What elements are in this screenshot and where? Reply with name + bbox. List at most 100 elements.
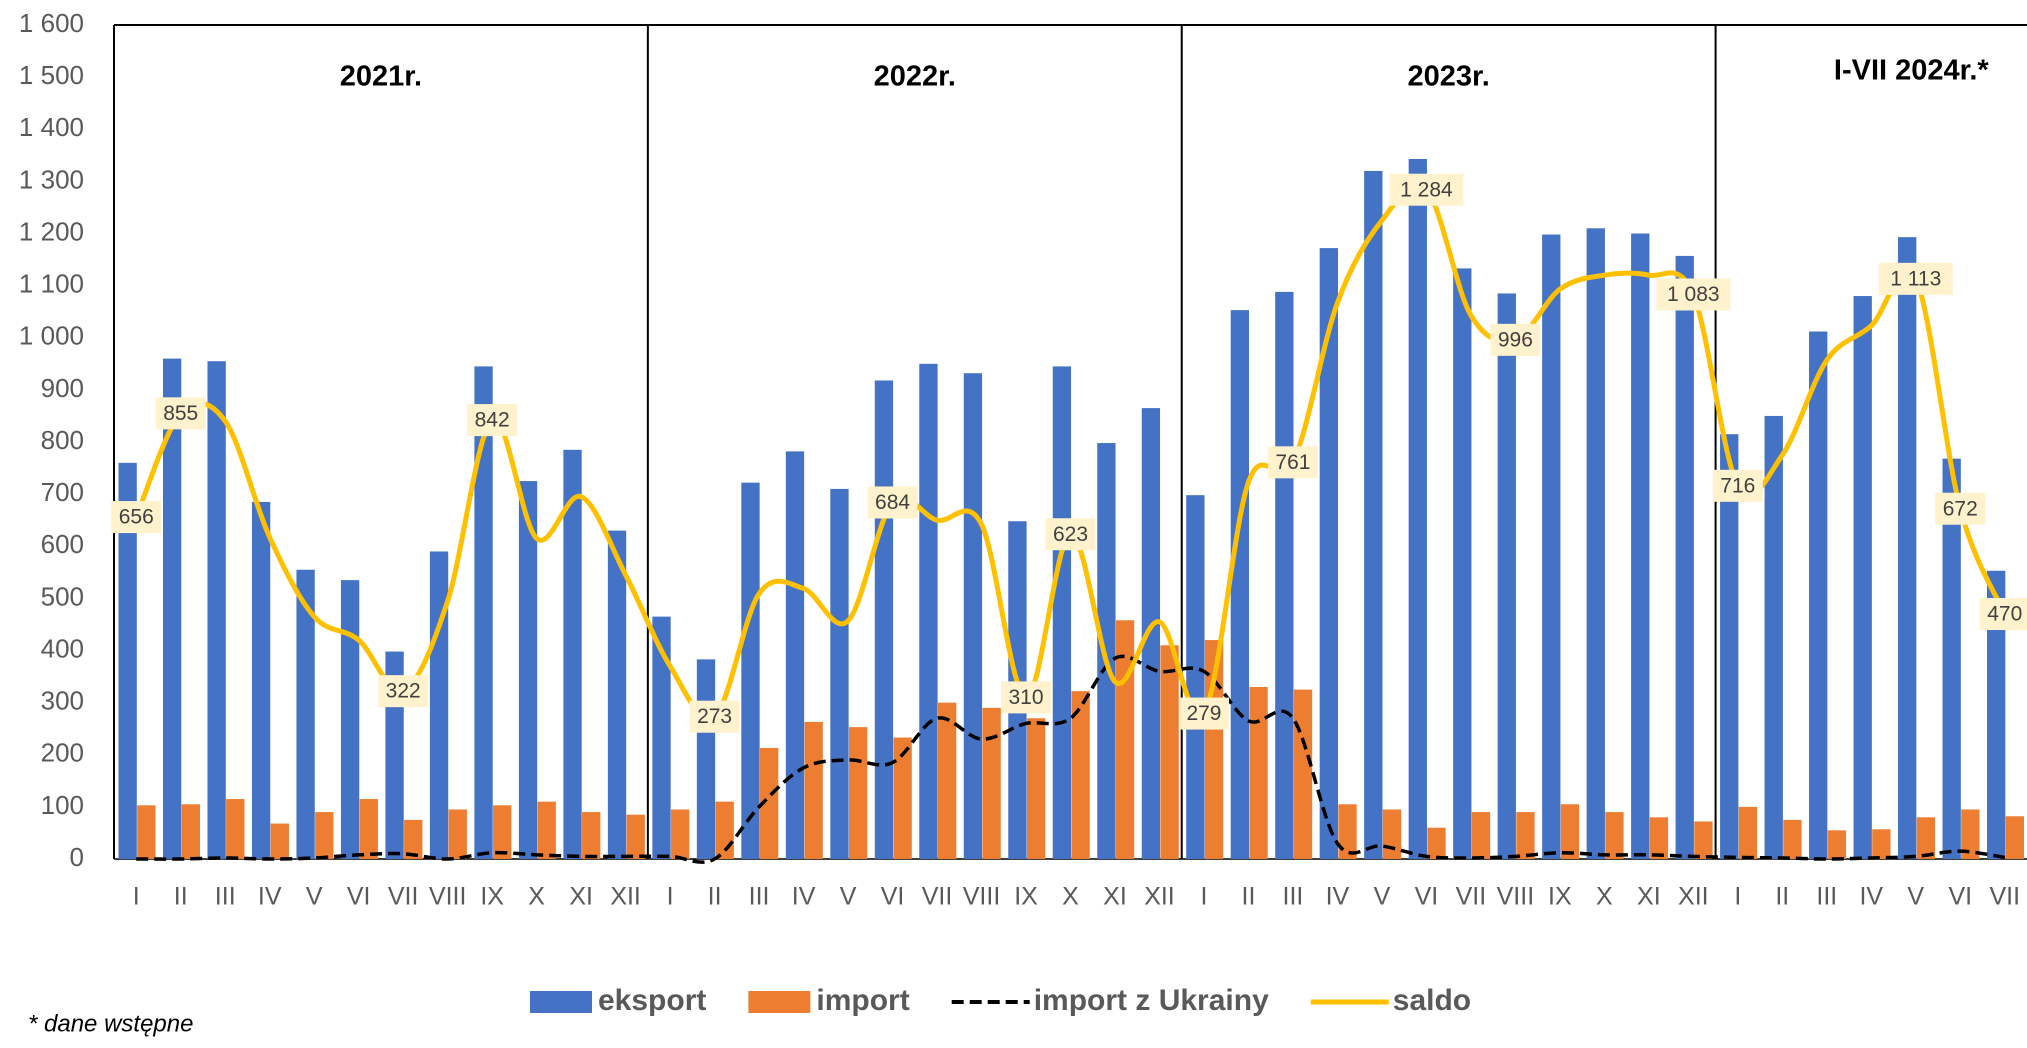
bar-eksport <box>207 361 226 859</box>
value-label: 1 083 <box>1667 283 1720 306</box>
y-tick-label: 1 400 <box>19 112 84 142</box>
bar-eksport <box>1497 293 1516 860</box>
bar-eksport <box>1720 434 1739 859</box>
x-tick-label: X <box>528 883 545 911</box>
y-tick-label: 0 <box>70 842 84 872</box>
bar-eksport <box>296 569 315 859</box>
bar-import <box>937 702 957 859</box>
bar-import <box>1026 718 1046 859</box>
x-tick-label: VIII <box>429 883 467 911</box>
x-tick-label: II <box>708 883 722 911</box>
bar-import <box>1783 819 1802 859</box>
bar-import <box>181 804 200 859</box>
y-tick-label: 500 <box>41 581 84 611</box>
footnote: * dane wstępne <box>28 1010 193 1037</box>
x-tick-label: III <box>215 883 236 911</box>
bar-import <box>1649 817 1669 859</box>
bar-eksport <box>1408 158 1427 859</box>
bar-import <box>1249 686 1268 859</box>
x-tick-label: III <box>749 883 770 911</box>
bar-import <box>1115 620 1135 859</box>
bar-eksport <box>696 659 716 859</box>
x-tick-label: V <box>306 883 323 911</box>
line-import-z-Ukrainy <box>136 654 2006 864</box>
x-tick-label: I <box>1200 883 1207 911</box>
value-label: 310 <box>1008 686 1043 709</box>
bar-import <box>537 801 556 859</box>
x-tick-label: III <box>1283 883 1304 911</box>
bar-eksport <box>1898 237 1917 859</box>
value-label: 279 <box>1186 702 1221 725</box>
bar-import <box>1071 691 1090 859</box>
bar-eksport <box>1764 415 1783 859</box>
bar-eksport <box>1230 310 1250 859</box>
legend: eksport import import z Ukrainy saldo <box>530 984 1471 1017</box>
bar-import <box>893 737 912 859</box>
legend-swatch <box>748 991 811 1013</box>
bar-import <box>1160 645 1179 859</box>
x-tick-label: IV <box>1326 883 1350 911</box>
x-tick-label: I <box>1734 883 1741 911</box>
x-tick-label: IX <box>480 883 504 911</box>
bar-import <box>359 799 378 859</box>
x-tick-label: IV <box>792 883 816 911</box>
value-label: 672 <box>1943 497 1978 520</box>
line-saldo <box>133 182 2008 722</box>
bar-eksport <box>1186 495 1205 859</box>
y-tick-label: 1 600 <box>19 8 84 38</box>
value-label: 684 <box>875 491 910 514</box>
value-label: 842 <box>475 409 510 432</box>
value-label: 1 284 <box>1400 178 1453 201</box>
bar-import <box>1694 821 1713 859</box>
bar-eksport <box>1853 296 1872 859</box>
value-label: 855 <box>163 402 198 425</box>
value-label: 761 <box>1275 451 1310 474</box>
period-label: 2023r. <box>1408 61 1490 93</box>
x-tick-label: IV <box>1859 883 1883 911</box>
bar-eksport <box>518 481 538 859</box>
value-label-box <box>1656 278 1731 311</box>
bar-import <box>1961 809 1980 859</box>
bar-import <box>715 801 734 859</box>
value-label-box <box>1979 598 2027 631</box>
bar-import <box>1471 812 1491 859</box>
value-label: 996 <box>1498 328 1533 351</box>
y-tick-label: 1 500 <box>19 60 84 90</box>
bar-import <box>404 819 423 859</box>
value-label-box <box>1178 697 1229 730</box>
bar-import <box>1827 830 1847 859</box>
bar-import <box>1872 829 1891 859</box>
bar-import <box>1338 804 1357 859</box>
bar-import <box>448 809 467 859</box>
bar-import <box>1516 812 1535 859</box>
bar-eksport <box>1319 248 1338 860</box>
bar-import <box>1605 812 1624 859</box>
y-tick-label: 1 000 <box>19 321 84 351</box>
bar-import <box>804 721 823 859</box>
value-label: 716 <box>1720 474 1755 497</box>
bar-eksport <box>118 462 137 859</box>
bar-eksport <box>1453 268 1472 860</box>
bar-eksport <box>1675 255 1694 859</box>
bar-import <box>760 747 779 859</box>
x-tick-label: V <box>840 883 857 911</box>
legend-swatch <box>530 991 592 1013</box>
bar-eksport <box>874 380 894 859</box>
bar-eksport <box>652 616 671 859</box>
bar-eksport <box>340 580 360 859</box>
bar-import <box>1738 806 1758 859</box>
value-label: 273 <box>697 705 732 728</box>
bar-import <box>1293 689 1313 859</box>
bar-import <box>1560 804 1580 859</box>
x-tick-label: X <box>1062 883 1079 911</box>
bar-eksport <box>1141 408 1161 859</box>
x-tick-label: VI <box>881 883 905 911</box>
bar-eksport <box>1052 366 1072 859</box>
bar-eksport <box>1586 228 1605 860</box>
bar-eksport <box>1275 291 1294 859</box>
y-tick-label: 1 100 <box>19 269 84 299</box>
value-label-box <box>378 675 429 708</box>
legend-label: import <box>816 984 909 1017</box>
bar-eksport <box>1097 443 1116 859</box>
x-tick-label: II <box>174 883 188 911</box>
